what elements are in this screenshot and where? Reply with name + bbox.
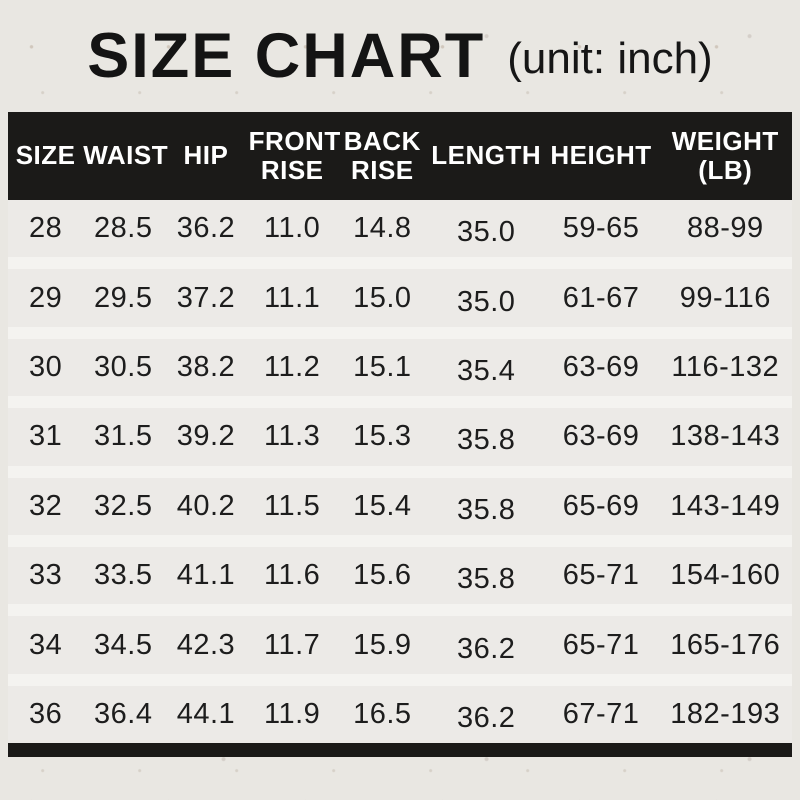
cell-height-size-28: 59-65 xyxy=(562,212,640,245)
title-bar: SIZE CHART (unit: inch) xyxy=(0,0,800,112)
cell-waist-size-28: 28.5 xyxy=(94,212,153,245)
cell-height-size-33: 65-71 xyxy=(562,559,640,592)
unit-note: (unit: inch) xyxy=(507,34,713,83)
cell-hip-size-29: 37.2 xyxy=(176,281,236,314)
column-header-hip: HIP xyxy=(183,140,229,171)
cell-back-rise-size-30: 15.1 xyxy=(353,350,412,383)
cell-weight-lb-size-33: 154-160 xyxy=(670,559,781,592)
cell-back-rise-size-31: 15.3 xyxy=(353,420,412,453)
cell-size-size-33: 33 xyxy=(28,559,63,592)
cell-front-rise-size-31: 11.3 xyxy=(264,420,321,453)
cell-weight-lb-size-32: 143-149 xyxy=(670,489,781,522)
cell-waist-size-30: 30.5 xyxy=(94,350,153,383)
cell-front-rise-size-34: 11.7 xyxy=(264,628,321,661)
cell-hip-size-34: 42.3 xyxy=(176,628,236,661)
cell-front-rise-size-36: 11.9 xyxy=(264,697,321,730)
cell-length-size-34: 36.2 xyxy=(456,632,516,665)
column-header-height: HEIGHT xyxy=(550,140,652,171)
cell-weight-lb-size-30: 116-132 xyxy=(671,350,780,383)
cell-back-rise-size-34: 15.9 xyxy=(353,628,412,661)
cell-waist-size-33: 33.5 xyxy=(94,559,153,592)
cell-length-size-31: 35.8 xyxy=(456,424,516,457)
column-header-size: SIZE xyxy=(15,140,76,171)
cell-hip-size-32: 40.2 xyxy=(176,489,236,522)
cell-length-size-33: 35.8 xyxy=(456,563,516,596)
cell-size-size-29: 29 xyxy=(28,281,63,314)
column-header-front-rise: FRONT RISE xyxy=(248,125,341,185)
cell-back-rise-size-36: 16.5 xyxy=(353,697,412,730)
cell-weight-lb-size-31: 138-143 xyxy=(670,420,781,453)
cell-size-size-36: 36 xyxy=(28,697,63,730)
cell-front-rise-size-32: 11.5 xyxy=(264,489,321,522)
cell-length-size-30: 35.4 xyxy=(456,354,516,387)
cell-back-rise-size-29: 15.0 xyxy=(353,281,412,314)
cell-waist-size-34: 34.5 xyxy=(94,628,153,661)
cell-front-rise-size-33: 11.6 xyxy=(264,559,321,592)
cell-waist-size-32: 32.5 xyxy=(94,489,153,522)
table-row-size-34: 34 34.5 42.3 11.7 15.9 36.2 65-71 165-176 xyxy=(8,616,792,674)
cell-height-size-29: 61-67 xyxy=(562,281,640,314)
cell-front-rise-size-28: 11.0 xyxy=(264,212,321,245)
table-row-size-28: 28 28.5 36.2 11.0 14.8 35.0 59-65 88-99 xyxy=(8,200,792,258)
column-header-waist: WAIST xyxy=(83,140,169,171)
cell-hip-size-36: 44.1 xyxy=(176,697,236,730)
cell-back-rise-size-33: 15.6 xyxy=(353,559,412,592)
cell-length-size-29: 35.0 xyxy=(456,285,516,318)
cell-height-size-32: 65-69 xyxy=(562,489,640,522)
cell-height-size-34: 65-71 xyxy=(562,628,640,661)
cell-size-size-32: 32 xyxy=(28,489,63,522)
column-header-length: LENGTH xyxy=(431,140,542,171)
cell-front-rise-size-29: 11.1 xyxy=(264,281,321,314)
cell-hip-size-30: 38.2 xyxy=(176,350,236,383)
cell-front-rise-size-30: 11.2 xyxy=(264,350,321,383)
column-header-weight-lb: WEIGHT (LB) xyxy=(671,125,779,185)
cell-weight-lb-size-34: 165-176 xyxy=(670,628,781,661)
cell-size-size-31: 31 xyxy=(28,420,63,453)
cell-height-size-30: 63-69 xyxy=(562,350,640,383)
cell-hip-size-31: 39.2 xyxy=(176,420,236,453)
cell-length-size-36: 36.2 xyxy=(456,701,516,734)
cell-size-size-28: 28 xyxy=(28,212,63,245)
size-table: SIZE WAIST HIP FRONT RISE BACK RISE LENGTH HEI… xyxy=(8,112,792,758)
table-row-size-29: 29 29.5 37.2 11.1 15.0 35.0 61-67 99-116 xyxy=(8,269,792,327)
cell-length-size-32: 35.8 xyxy=(456,493,516,526)
cell-waist-size-29: 29.5 xyxy=(94,281,153,314)
cell-height-size-31: 63-69 xyxy=(562,420,640,453)
table-bottom-bar xyxy=(8,743,792,758)
cell-weight-lb-size-36: 182-193 xyxy=(670,697,781,730)
cell-weight-lb-size-28: 88-99 xyxy=(686,212,764,245)
table-row-size-33: 33 33.5 41.1 11.6 15.6 35.8 65-71 154-160 xyxy=(8,546,792,605)
cell-height-size-36: 67-71 xyxy=(562,697,640,730)
cell-hip-size-28: 36.2 xyxy=(176,212,236,245)
cell-back-rise-size-32: 15.4 xyxy=(353,489,412,522)
table-row-size-32: 32 32.5 40.2 11.5 15.4 35.8 65-69 143-149 xyxy=(8,477,792,535)
table-row-size-36: 36 36.4 44.1 11.9 16.5 36.2 67-71 182-193 xyxy=(8,685,792,744)
cell-size-size-30: 30 xyxy=(28,350,63,383)
page-title: SIZE CHART xyxy=(87,21,486,91)
column-header-back-rise: BACK RISE xyxy=(343,125,421,185)
cell-back-rise-size-28: 14.8 xyxy=(353,212,412,245)
cell-length-size-28: 35.0 xyxy=(456,216,516,249)
cell-size-size-34: 34 xyxy=(28,628,63,661)
cell-weight-lb-size-29: 99-116 xyxy=(679,281,771,314)
cell-waist-size-31: 31.5 xyxy=(94,420,153,453)
table-body: 28 28.5 36.2 11.0 14.8 35.0 59-65 88-99 29 29.5 37… xyxy=(8,200,792,744)
table-row-size-30: 30 30.5 38.2 11.2 15.1 35.4 63-69 116-132 xyxy=(8,338,792,397)
table-header-row: SIZE WAIST HIP FRONT RISE BACK RISE LENGTH HEI… xyxy=(8,112,792,200)
table-row-size-31: 31 31.5 39.2 11.3 15.3 35.8 63-69 138-143 xyxy=(8,408,792,466)
cell-hip-size-33: 41.1 xyxy=(176,559,236,592)
cell-waist-size-36: 36.4 xyxy=(94,697,153,730)
